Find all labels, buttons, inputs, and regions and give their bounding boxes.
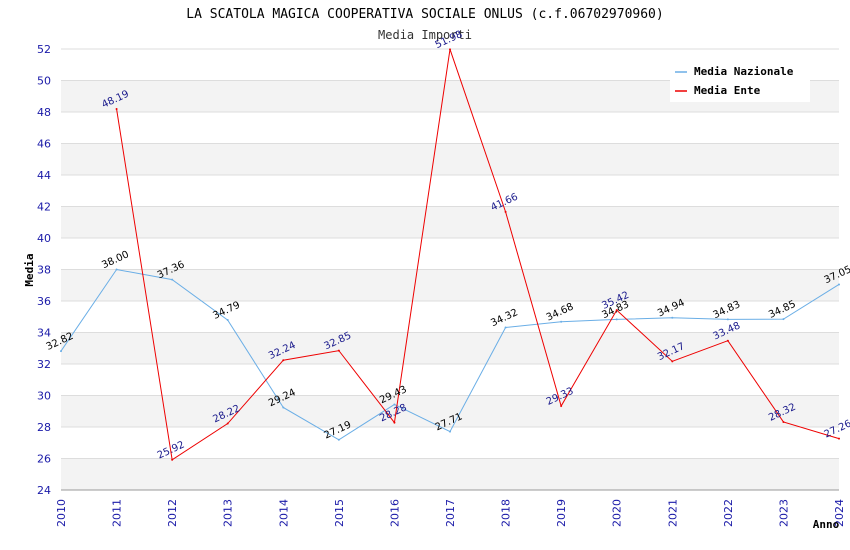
x-tick-label: 2014 [277, 499, 290, 527]
x-tick-label: 2015 [333, 499, 346, 527]
series-point [615, 318, 618, 321]
grid-band [61, 112, 839, 144]
x-axis-label: Anno [813, 518, 840, 531]
grid-band [61, 238, 839, 270]
series-point [449, 48, 451, 51]
x-tick-label: 2020 [611, 499, 624, 527]
series-point [60, 350, 62, 353]
series-point [560, 320, 563, 323]
grid-bands [61, 48, 839, 491]
x-tick-label: 2021 [666, 499, 679, 527]
series-point [282, 406, 285, 409]
series-point [449, 430, 451, 433]
y-tick-label: 48 [37, 106, 51, 119]
y-tick-label: 42 [37, 201, 51, 214]
series-point [615, 309, 618, 312]
x-tick-label: 2012 [166, 499, 179, 527]
chart-title: LA SCATOLA MAGICA COOPERATIVA SOCIALE ON… [186, 7, 663, 22]
series-point [838, 283, 840, 286]
x-tick-label: 2019 [555, 499, 568, 527]
y-tick-label: 44 [37, 169, 51, 182]
series-point [226, 319, 229, 322]
y-axis-ticks: 24 26 28 30 32 34 36 38 40 42 44 46 48 50 52 [37, 43, 51, 497]
series-point [115, 268, 118, 271]
y-tick-label: 46 [37, 138, 51, 151]
series-point [226, 422, 229, 425]
series-point [782, 318, 785, 321]
grid-band [61, 458, 839, 490]
x-tick-label: 2011 [111, 499, 124, 527]
legend-box [670, 60, 810, 102]
x-tick-label: 2024 [833, 499, 846, 527]
grid-band [61, 301, 839, 333]
series-point [337, 349, 340, 352]
y-tick-label: 32 [37, 358, 51, 371]
x-tick-label: 2017 [444, 499, 457, 527]
series-lines [60, 48, 840, 461]
series-point [782, 420, 785, 423]
y-tick-label: 40 [37, 232, 51, 245]
grid-band [61, 175, 839, 207]
series-point [171, 278, 174, 281]
x-axis-ticks: 2010 2011 2012 2013 2014 2015 2016 2017 2018 2019… [55, 499, 846, 527]
series-point [337, 438, 340, 441]
x-tick-label: 2022 [722, 499, 735, 527]
x-tick-label: 2010 [55, 499, 68, 527]
series-point [838, 437, 840, 440]
x-tick-label: 2023 [777, 499, 790, 527]
y-tick-label: 30 [37, 390, 51, 403]
legend-label-ente: Media Ente [694, 84, 761, 97]
x-tick-label: 2018 [500, 499, 513, 527]
grid-band [61, 332, 839, 364]
series-point [671, 316, 674, 319]
legend: Media Nazionale Media Ente [670, 60, 810, 102]
grid-band [61, 206, 839, 238]
y-tick-label: 50 [37, 75, 51, 88]
y-axis-label: Media [23, 253, 36, 286]
series-point [671, 360, 674, 363]
series-point [504, 326, 507, 329]
y-tick-label: 34 [37, 327, 51, 340]
y-tick-label: 36 [37, 295, 51, 308]
series-line-1 [116, 49, 840, 461]
series-point [282, 359, 285, 362]
series-point [726, 339, 729, 342]
y-tick-label: 26 [37, 453, 51, 466]
series-point [115, 108, 118, 111]
series-point [560, 405, 563, 408]
series-point [393, 403, 396, 406]
y-tick-label: 52 [37, 43, 51, 56]
grid-band [61, 143, 839, 175]
series-point [393, 421, 396, 424]
x-tick-label: 2016 [388, 499, 401, 527]
grid-band [61, 395, 839, 427]
legend-label-nazionale: Media Nazionale [694, 65, 794, 78]
grid-band [61, 364, 839, 396]
y-tick-label: 28 [37, 421, 51, 434]
grid-band [61, 269, 839, 301]
x-tick-label: 2013 [222, 499, 235, 527]
y-tick-label: 38 [37, 264, 51, 277]
series-point [504, 210, 507, 213]
chart-subtitle: Media Importi [378, 28, 472, 42]
series-point [726, 318, 729, 321]
series-point [171, 458, 174, 461]
y-tick-label: 24 [37, 484, 51, 497]
